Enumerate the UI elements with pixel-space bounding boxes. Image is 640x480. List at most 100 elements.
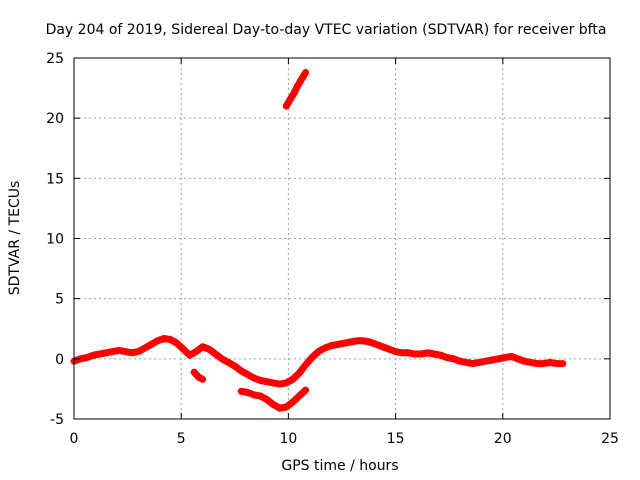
data-point (276, 405, 283, 412)
data-point (180, 346, 187, 353)
data-point (386, 346, 393, 353)
data-point (469, 360, 476, 367)
data-point (257, 393, 264, 400)
data-point (521, 358, 528, 365)
data-point (463, 359, 470, 366)
data-point (135, 348, 142, 355)
data-point (296, 80, 303, 87)
series-high-arc (282, 68, 310, 110)
data-point (287, 95, 294, 102)
series-isolated-segment (190, 368, 207, 383)
data-point (270, 401, 277, 408)
data-point (296, 370, 303, 377)
y-tick-label: 20 (46, 111, 64, 127)
data-point (270, 379, 277, 386)
data-point (128, 349, 135, 356)
data-point (514, 355, 521, 362)
data-point (437, 352, 444, 359)
data-point (392, 348, 399, 355)
data-point (225, 359, 232, 366)
data-point (141, 345, 148, 352)
data-point (495, 355, 502, 362)
data-point (289, 92, 296, 99)
y-tick-label: 15 (46, 171, 64, 187)
y-tick-label: 5 (55, 292, 64, 308)
data-point (489, 357, 496, 364)
series-lower-branch (237, 386, 310, 412)
data-point (103, 349, 110, 356)
data-point (328, 342, 335, 349)
data-point (263, 396, 270, 403)
data-point (347, 338, 354, 345)
data-point (199, 376, 206, 383)
data-point (308, 354, 315, 361)
data-point (360, 337, 367, 344)
chart-title: Day 204 of 2019, Sidereal Day-to-day VTE… (46, 22, 607, 38)
x-tick-label: 0 (70, 431, 79, 447)
data-point (476, 359, 483, 366)
data-point (456, 358, 463, 365)
data-point (373, 341, 380, 348)
data-point (276, 381, 283, 388)
series-band (70, 334, 567, 388)
data-point (379, 343, 386, 350)
x-tick-label: 20 (494, 431, 512, 447)
data-point (291, 88, 298, 95)
data-point (293, 83, 300, 90)
data-point (90, 352, 97, 359)
data-point (334, 341, 341, 348)
data-point (161, 335, 168, 342)
data-point (238, 367, 245, 374)
data-point (540, 360, 547, 367)
data-point (553, 360, 560, 367)
data-point (399, 349, 406, 356)
data-point (263, 378, 270, 385)
data-point (411, 351, 418, 358)
data-point (212, 351, 219, 358)
data-point (418, 351, 425, 358)
x-tick-label: 5 (177, 431, 186, 447)
data-point (546, 359, 553, 366)
data-point (83, 354, 90, 361)
data-point (109, 348, 116, 355)
data-point (96, 351, 103, 358)
data-point (431, 351, 438, 358)
data-point (444, 354, 451, 361)
data-point (218, 355, 225, 362)
data-point (283, 403, 290, 410)
series-main-trace (70, 334, 567, 388)
data-point (251, 391, 258, 398)
data-point (482, 358, 489, 365)
data-point (148, 341, 155, 348)
data-point (186, 352, 193, 359)
data-point (116, 347, 123, 354)
data-point (296, 393, 303, 400)
data-point (405, 349, 412, 356)
data-point (283, 103, 290, 110)
y-tick-label: 25 (46, 51, 64, 67)
data-point (206, 346, 213, 353)
data-point (231, 363, 238, 370)
data-point (559, 360, 566, 367)
data-point (302, 387, 309, 394)
data-point (173, 340, 180, 347)
series-band (282, 68, 310, 110)
data-point (238, 388, 245, 395)
data-point (298, 76, 305, 83)
data-point (251, 375, 258, 382)
y-tick-label: 0 (55, 352, 64, 368)
data-point (450, 355, 457, 362)
data-point (285, 99, 292, 106)
x-tick-label: 10 (279, 431, 297, 447)
data-point (302, 361, 309, 368)
y-tick-label: 10 (46, 232, 64, 248)
data-point (366, 338, 373, 345)
data-point (167, 336, 174, 343)
data-point (193, 348, 200, 355)
data-point (154, 337, 161, 344)
data-point (289, 376, 296, 383)
data-point (199, 343, 206, 350)
data-point (300, 73, 307, 80)
ticks: 0 5 10 15 20 25 -5 0 5 10 15 20 25 (46, 51, 619, 447)
